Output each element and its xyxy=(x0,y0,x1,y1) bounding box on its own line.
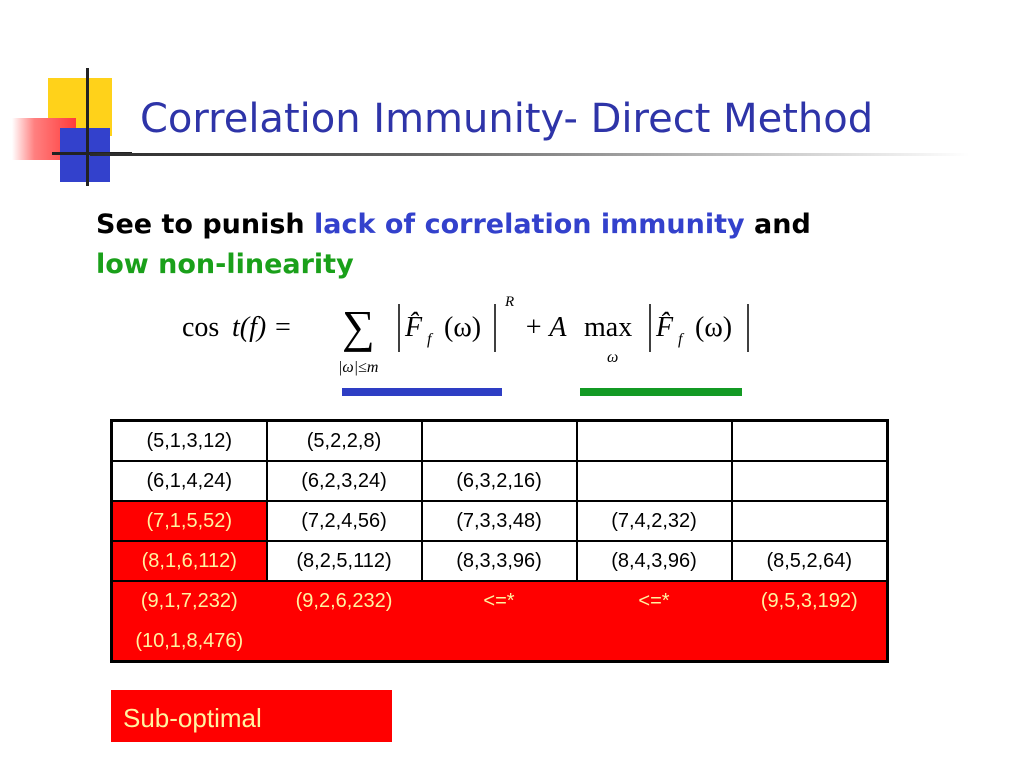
table-cell xyxy=(420,419,578,462)
table-cell-suboptimal xyxy=(420,620,578,663)
table-cell xyxy=(730,500,889,542)
table-cell-suboptimal: (9,5,3,192) xyxy=(730,580,889,622)
formula-max: max xyxy=(584,312,632,343)
table-cell xyxy=(575,460,733,502)
correlation-immunity-term-underline xyxy=(342,388,502,396)
formula-plus-A: + A xyxy=(524,312,567,343)
table-cell-suboptimal: (9,1,7,232) xyxy=(110,580,268,622)
table-cell: (6,2,3,24) xyxy=(265,460,423,502)
intro-text: See to punish lack of correlation immuni… xyxy=(96,205,916,285)
formula-f-subscript: f xyxy=(427,331,434,348)
table-cell: (6,1,4,24) xyxy=(110,460,268,502)
table-row: (5,1,3,12) (5,2,2,8) xyxy=(110,419,889,462)
table-cell-suboptimal xyxy=(575,620,733,663)
table-cell-suboptimal: (7,1,5,52) xyxy=(110,500,268,542)
table-cell-suboptimal: <=* xyxy=(575,580,733,622)
table-cell-suboptimal: (10,1,8,476) xyxy=(110,620,268,663)
table-cell: (8,2,5,112) xyxy=(265,540,423,582)
formula-sum-subscript: |ω|≤m xyxy=(338,359,378,376)
intro-part-and: and xyxy=(744,209,811,240)
intro-part-low-nonlinearity: low non-linearity xyxy=(96,249,354,280)
table-row: (8,1,6,112) (8,2,5,112) (8,3,3,96) (8,4,… xyxy=(110,540,889,582)
table-row: (6,1,4,24) (6,2,3,24) (6,3,2,16) xyxy=(110,460,889,502)
table-cell xyxy=(575,419,733,462)
cost-formula: cos t(f) = ∑ |ω|≤m F̂ f (ω) R + A max ω … xyxy=(182,294,749,376)
table-cell xyxy=(730,460,889,502)
table-cell-suboptimal: (9,2,6,232) xyxy=(265,580,423,622)
table-cell: (8,3,3,96) xyxy=(420,540,578,582)
formula-F-hat: F̂ xyxy=(404,312,423,343)
formula-F-hat: F̂ xyxy=(655,312,674,343)
intro-part-see-to-punish: See to punish xyxy=(96,209,315,240)
table-cell: (8,5,2,64) xyxy=(730,540,889,582)
formula-t-f: t(f) = xyxy=(232,312,292,343)
suboptimal-legend: Sub-optimal xyxy=(111,690,392,742)
table-cell: (7,4,2,32) xyxy=(575,500,733,542)
formula-omega-arg: (ω) xyxy=(695,312,732,343)
table-row: (7,1,5,52) (7,2,4,56) (7,3,3,48) (7,4,2,… xyxy=(110,500,889,542)
title-underline xyxy=(90,153,970,156)
table-cell: (7,2,4,56) xyxy=(265,500,423,542)
results-table: (5,1,3,12) (5,2,2,8) (6,1,4,24) (6,2,3,2… xyxy=(110,419,889,663)
formula-sum: ∑ xyxy=(342,301,375,352)
intro-part-lack-ci: lack of correlation immunity xyxy=(314,209,745,240)
slide-title: Correlation Immunity- Direct Method xyxy=(140,96,874,142)
table-cell xyxy=(730,419,889,462)
table-cell-suboptimal: (8,1,6,112) xyxy=(110,540,268,582)
formula-f-subscript: f xyxy=(678,331,685,348)
formula-cos: cos xyxy=(182,312,219,343)
formula-omega-arg: (ω) xyxy=(444,312,481,343)
table-cell-suboptimal xyxy=(730,620,889,663)
table-cell: (6,3,2,16) xyxy=(420,460,578,502)
table-cell-suboptimal xyxy=(265,620,423,663)
formula-exponent: R xyxy=(504,294,514,310)
formula-max-subscript: ω xyxy=(607,349,618,366)
table-cell-suboptimal: <=* xyxy=(420,580,578,622)
table-row-suboptimal: (10,1,8,476) xyxy=(110,620,889,663)
table-cell: (5,2,2,8) xyxy=(265,419,423,462)
table-cell: (8,4,3,96) xyxy=(575,540,733,582)
decorative-vertical-line xyxy=(86,68,89,186)
table-cell: (5,1,3,12) xyxy=(110,419,268,462)
nonlinearity-term-underline xyxy=(580,388,742,396)
table-row-suboptimal: (9,1,7,232) (9,2,6,232) <=* <=* (9,5,3,1… xyxy=(110,580,889,622)
table-cell: (7,3,3,48) xyxy=(420,500,578,542)
